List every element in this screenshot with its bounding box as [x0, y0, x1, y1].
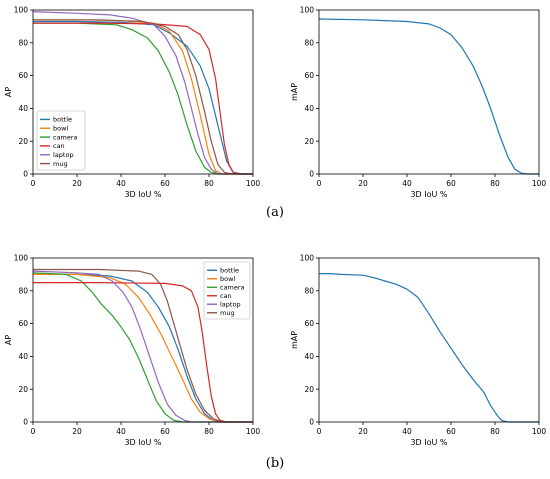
- x-tick-label: 60: [160, 179, 170, 188]
- series-line-mug: [33, 19, 253, 175]
- legend-label-bowl: bowl: [220, 275, 235, 283]
- series-line-can: [33, 282, 253, 423]
- x-tick-label: 100: [246, 179, 261, 188]
- series-line-mug: [33, 268, 253, 423]
- y-tick-label: 20: [304, 385, 314, 394]
- x-tick-label: 80: [490, 427, 500, 436]
- x-tick-label: 0: [317, 427, 322, 436]
- axes-frame: [318, 257, 540, 423]
- y-tick-label: 60: [18, 71, 28, 80]
- chart-b-right: 0 20 40 60 80 100 0 20 40 60 80 100 3D IoU % mAP: [290, 254, 546, 447]
- x-tick-label: 20: [358, 179, 368, 188]
- axes-frame: [32, 9, 254, 175]
- y-tick-label: 80: [304, 286, 314, 295]
- legend-label-laptop: laptop: [53, 151, 74, 159]
- legend-label-bottle: bottle: [53, 116, 72, 124]
- x-tick-label: 60: [446, 179, 456, 188]
- x-tick-label: 40: [402, 427, 412, 436]
- y-tick-label: 100: [300, 6, 315, 15]
- y-tick-label: 40: [304, 352, 314, 361]
- caption-b: (b): [265, 456, 285, 471]
- y-tick-label: 60: [18, 319, 28, 328]
- y-tick-label: 80: [18, 38, 28, 47]
- legend-label-laptop: laptop: [220, 301, 241, 309]
- x-tick-label: 20: [72, 179, 82, 188]
- y-tick-label: 0: [309, 418, 314, 427]
- y-tick-label: 60: [304, 319, 314, 328]
- legend-label-bottle: bottle: [220, 267, 239, 275]
- series-line-laptop: [32, 11, 253, 175]
- x-axis-label: 3D IoU %: [410, 190, 447, 199]
- legend-label-camera: camera: [220, 284, 245, 292]
- x-tick-label: 40: [116, 427, 126, 436]
- y-tick-label: 20: [18, 385, 28, 394]
- axes-frame: [318, 9, 540, 175]
- x-tick-label: 40: [402, 179, 412, 188]
- axes-frame: [32, 257, 254, 423]
- x-tick-label: 40: [116, 179, 126, 188]
- x-axis-label: 3D IoU %: [410, 438, 447, 447]
- x-tick-label: 0: [31, 427, 36, 436]
- x-tick-label: 20: [72, 427, 82, 436]
- legend-label-mug: mug: [220, 309, 235, 317]
- x-tick-label: 80: [204, 179, 214, 188]
- y-tick-label: 40: [18, 104, 28, 113]
- x-tick-label: 0: [31, 179, 36, 188]
- y-tick-label: 80: [304, 38, 314, 47]
- y-tick-label: 60: [304, 71, 314, 80]
- y-axis-label: mAP: [290, 331, 299, 349]
- y-tick-label: 0: [309, 170, 314, 179]
- x-tick-label: 20: [358, 427, 368, 436]
- caption-a: (a): [266, 205, 284, 220]
- y-tick-label: 40: [18, 352, 28, 361]
- x-tick-label: 80: [204, 427, 214, 436]
- series-line-map: [319, 273, 539, 423]
- chart-b-left: 0 20 40 60 80 100 0 20 40 60 80 100 3D IoU % AP bottle…: [4, 254, 260, 447]
- x-axis-label: 3D IoU %: [124, 190, 161, 199]
- chart-a-right: 0 20 40 60 80 100 0 20 40 60 80 100 3D IoU % mAP: [290, 6, 546, 199]
- legend-label-mug: mug: [53, 160, 68, 168]
- legend-label-can: can: [220, 292, 232, 300]
- y-axis-label: AP: [4, 87, 13, 97]
- y-tick-label: 20: [304, 137, 314, 146]
- x-tick-label: 100: [246, 427, 261, 436]
- chart-a-left: 0 20 40 60 80 100 0 20 40 60 80 100 3D IoU % AP bottle…: [4, 6, 260, 199]
- y-tick-label: 80: [18, 286, 28, 295]
- x-tick-label: 0: [317, 179, 322, 188]
- x-tick-label: 60: [446, 427, 456, 436]
- legend-label-camera: camera: [53, 133, 78, 141]
- y-tick-label: 0: [23, 170, 28, 179]
- y-tick-label: 0: [23, 418, 28, 427]
- x-tick-label: 60: [160, 427, 170, 436]
- y-axis-label: mAP: [290, 83, 299, 101]
- y-axis-label: AP: [4, 335, 13, 345]
- series-line-map: [318, 18, 539, 175]
- legend-label-bowl: bowl: [53, 125, 68, 133]
- y-tick-label: 100: [14, 6, 29, 15]
- series-line-laptop: [32, 270, 253, 423]
- y-tick-label: 100: [14, 254, 29, 263]
- y-tick-label: 20: [18, 137, 28, 146]
- series-line-camera: [32, 272, 253, 423]
- x-tick-label: 80: [490, 179, 500, 188]
- series-line-bowl: [33, 273, 253, 423]
- series-line-camera: [33, 22, 253, 175]
- legend-label-can: can: [53, 142, 65, 150]
- y-tick-label: 100: [300, 254, 315, 263]
- x-axis-label: 3D IoU %: [124, 438, 161, 447]
- y-tick-label: 40: [304, 104, 314, 113]
- x-tick-label: 100: [532, 427, 547, 436]
- x-tick-label: 100: [532, 179, 547, 188]
